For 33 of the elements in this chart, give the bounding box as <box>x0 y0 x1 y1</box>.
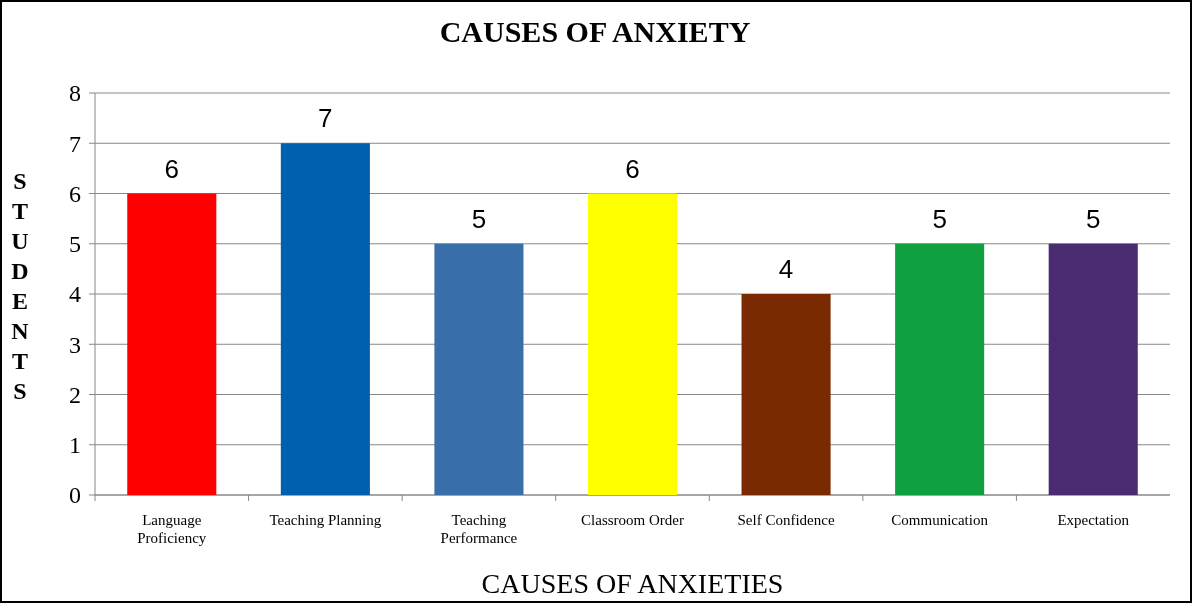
y-tick-label: 0 <box>69 482 81 509</box>
y-tick-label: 7 <box>69 130 81 157</box>
data-label: 7 <box>318 103 333 134</box>
y-axis-title: STUDENTS <box>11 168 30 404</box>
x-tick-label: Classroom Order <box>581 512 684 528</box>
y-tick-label: 8 <box>69 80 81 107</box>
x-axis-title: CAUSES OF ANXIETIES <box>481 568 784 599</box>
bar <box>587 193 678 495</box>
x-tick-label: Teaching Performance <box>440 512 518 546</box>
y-tick-label: 4 <box>69 281 81 308</box>
data-label: 5 <box>932 203 947 234</box>
bar <box>741 294 831 495</box>
bar <box>1048 243 1138 495</box>
data-label: 4 <box>778 254 794 284</box>
data-label: 5 <box>471 203 487 234</box>
y-tick-label: 5 <box>69 231 81 258</box>
y-tick-label: 1 <box>69 432 81 459</box>
x-tick-label: Expectation <box>1057 512 1130 528</box>
bar <box>895 243 985 495</box>
y-tick-label: 2 <box>69 381 81 408</box>
y-tick-label: 3 <box>69 331 81 358</box>
bar <box>280 143 370 495</box>
data-label: 5 <box>1085 203 1101 234</box>
data-label: 6 <box>164 153 180 184</box>
data-label: 6 <box>625 153 640 184</box>
x-tick-label: Language Proficiency <box>137 512 207 546</box>
y-tick-label: 6 <box>69 180 81 207</box>
bar <box>127 193 217 495</box>
bar <box>434 243 524 495</box>
chart-title: CAUSES OF ANXIETY <box>439 15 751 48</box>
x-tick-label: Teaching Planning <box>269 512 382 528</box>
x-tick-label: Communication <box>891 512 989 528</box>
x-tick-label: Self Confidence <box>737 512 835 528</box>
